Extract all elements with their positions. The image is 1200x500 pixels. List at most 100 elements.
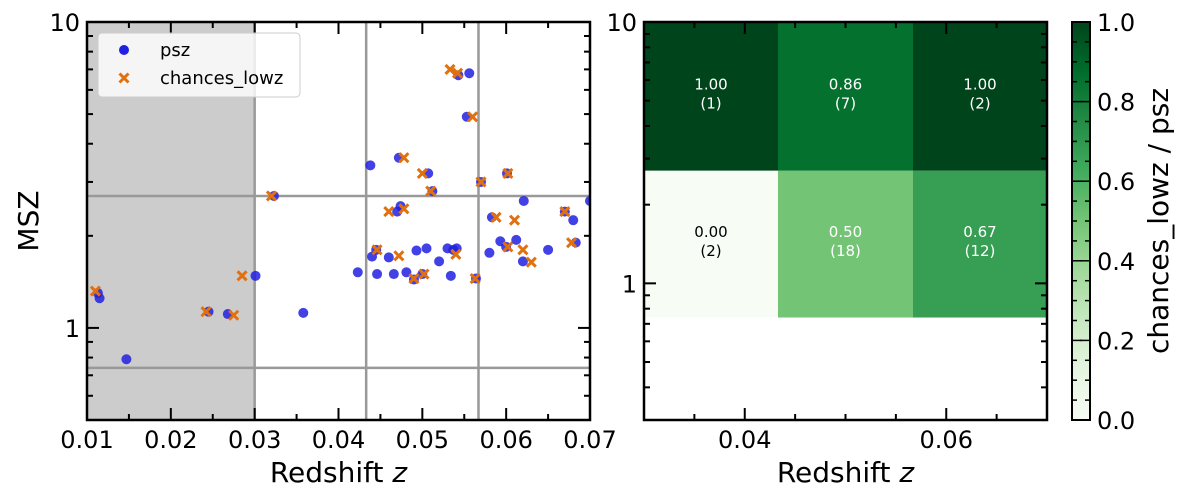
chances-lowz-point (236, 270, 248, 282)
scatter-panel: 0.01 0.02 0.03 0.04 0.05 0.06 0.07 1 10 Redshift … (12, 9, 617, 489)
psz-point (298, 307, 309, 318)
legend-psz-marker (119, 45, 129, 55)
cell-count-label: (18) (830, 242, 861, 260)
x-tick-label: 0.03 (228, 426, 281, 454)
chances-lowz-point (444, 63, 456, 75)
psz-point (268, 190, 279, 201)
heatmap-cell (644, 22, 778, 171)
cell-value-label: 0.86 (829, 75, 862, 93)
legend: psz chances_lowz (97, 32, 301, 98)
chances-lowz-point (565, 237, 578, 249)
legend-psz-label: psz (160, 40, 190, 61)
legend-chances-label: chances_lowz (160, 68, 283, 89)
legend-chances-marker (118, 72, 130, 84)
psz-point (421, 243, 432, 254)
chances-lowz-point (200, 306, 212, 318)
psz-point (250, 270, 261, 281)
chances-lowz-point (425, 185, 437, 197)
chances-lowz-point (450, 248, 462, 260)
chances-lowz-point (490, 211, 502, 223)
cell-value-label: 0.50 (829, 223, 862, 241)
psz-point (568, 215, 579, 226)
y-tick-label: 10 (49, 9, 80, 37)
scatter-ylabel: MSZ (12, 190, 45, 251)
psz-point (445, 270, 456, 281)
heatmap-cell (777, 22, 914, 171)
x-tick-label: 0.04 (312, 426, 365, 454)
colorbar-tick-label: 0.4 (1097, 248, 1135, 276)
chances-lowz-point (502, 241, 514, 253)
chances-lowz-point (475, 176, 487, 188)
chances-lowz-point (393, 250, 405, 262)
psz-point (464, 68, 475, 79)
heatmap-cells: 0.00(2)0.50(18)0.67(12)1.00(1)0.86(7)1.0… (644, 22, 1047, 318)
cell-count-label: (1) (700, 94, 721, 112)
legend-box (97, 32, 301, 98)
psz-point (352, 267, 363, 278)
chances-lowz-point (451, 67, 464, 79)
colorbar-tick-label: 0.8 (1097, 89, 1135, 117)
y-tick-label: 1 (65, 315, 80, 343)
y-tick-label: 10 (606, 9, 637, 37)
chances-lowz-point (371, 244, 383, 256)
psz-point (517, 256, 528, 267)
x-tick-label: 0.01 (60, 426, 113, 454)
cell-count-label: (12) (965, 242, 996, 260)
cell-value-label: 0.67 (963, 223, 996, 241)
heatmap-xlabel: Redshift z (777, 456, 916, 489)
heatmap-cell (777, 170, 914, 318)
cell-count-label: (2) (700, 242, 721, 260)
heatmap-cell (644, 170, 778, 318)
heatmap-cell (913, 170, 1047, 318)
chances-lowz-point (228, 309, 240, 321)
colorbar: 0.0 0.2 0.4 0.6 0.8 1.0 chances_lowz / psz (1071, 9, 1175, 435)
chances-lowz-point (502, 167, 514, 179)
cell-count-label: (7) (835, 94, 856, 112)
cell-value-label: 1.00 (694, 75, 727, 93)
psz-point (543, 244, 554, 255)
psz-point (434, 256, 445, 267)
psz-point (365, 160, 376, 171)
heatmap-cell (913, 22, 1047, 171)
chances-lowz-point (398, 203, 410, 215)
x-tick-label: 0.05 (396, 426, 449, 454)
x-tick-label: 0.07 (563, 426, 616, 454)
chances-lowz-point (89, 285, 101, 297)
cell-value-label: 0.00 (694, 223, 727, 241)
chances-lowz-point (525, 256, 537, 268)
colorbar-frame (1071, 21, 1091, 421)
psz-point (94, 293, 105, 304)
psz-point (121, 354, 132, 365)
chances-lowz-point (508, 214, 521, 226)
chances-lowz-point (416, 167, 428, 179)
chances-lowz-point (469, 272, 481, 285)
chances-lowz-point (418, 268, 430, 280)
psz-point (388, 269, 399, 280)
chances-lowz-point (398, 152, 410, 164)
scatter-points (89, 63, 590, 365)
x-tick-label: 0.04 (718, 426, 771, 454)
chances-lowz-point (383, 206, 395, 218)
psz-point (411, 245, 422, 256)
psz-point (383, 252, 394, 263)
psz-point (511, 234, 522, 245)
psz-point (372, 269, 383, 280)
psz-point (518, 195, 529, 206)
colorbar-tick-label: 0.0 (1097, 407, 1135, 435)
chances-lowz-point (517, 244, 529, 256)
y-tick-label: 1 (622, 270, 637, 298)
colorbar-label: chances_lowz / psz (1142, 88, 1175, 354)
heatmap-frame (642, 20, 1049, 422)
cell-count-label: (2) (969, 94, 990, 112)
colorbar-tick-label: 1.0 (1097, 9, 1135, 37)
heatmap-panel: 0.00(2)0.50(18)0.67(12)1.00(1)0.86(7)1.0… (606, 9, 1049, 489)
chances-lowz-point (559, 206, 571, 218)
colorbar-tick-label: 0.6 (1097, 168, 1135, 196)
x-tick-label: 0.06 (920, 426, 973, 454)
scatter-xlabel: Redshift z (270, 456, 409, 489)
chances-lowz-point (467, 111, 479, 123)
psz-point (203, 306, 214, 317)
x-tick-label: 0.06 (479, 426, 532, 454)
chances-lowz-point (265, 190, 277, 202)
